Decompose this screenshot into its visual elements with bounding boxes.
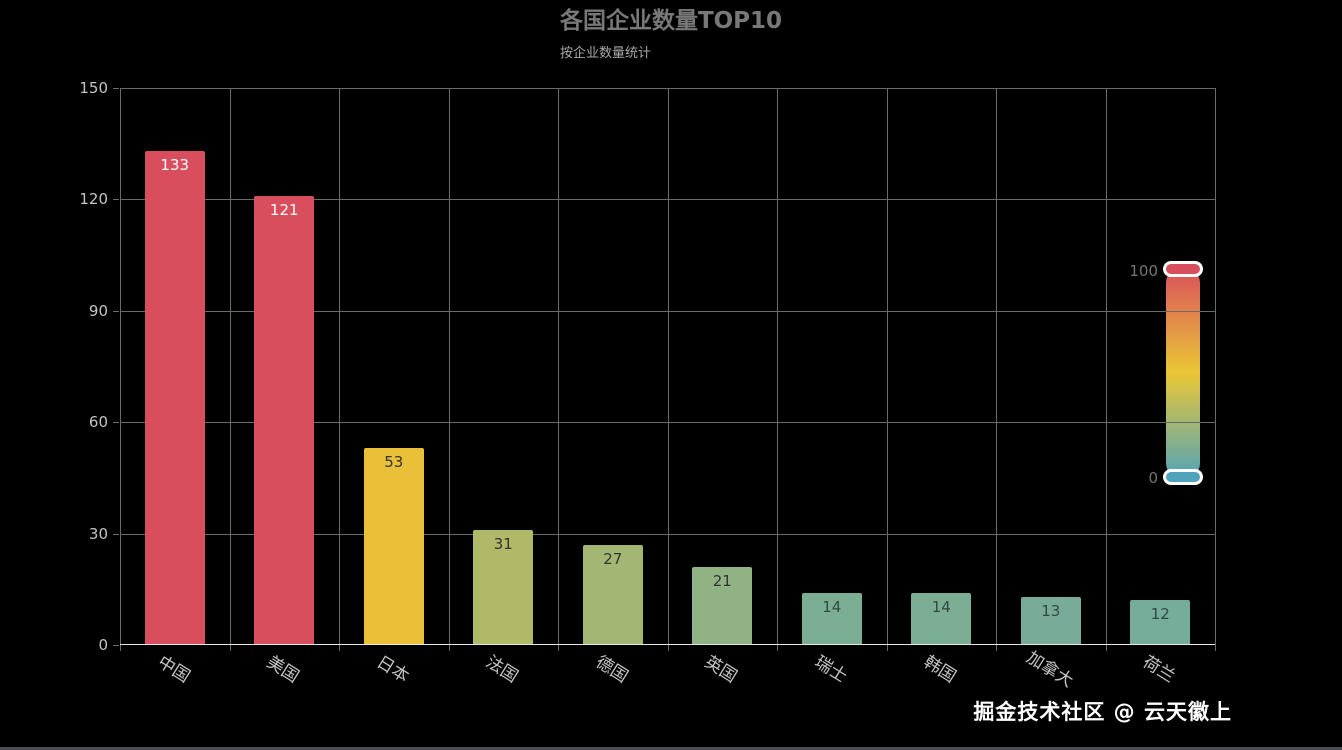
x-axis-label-text: 韩国 <box>920 652 960 688</box>
bar-value-label: 12 <box>1150 605 1170 624</box>
gridline-vertical <box>996 88 997 645</box>
visualmap-min-label: 0 <box>1148 469 1158 487</box>
x-axis-tick <box>558 645 559 651</box>
gridline-vertical <box>448 88 450 645</box>
bar-value-label: 133 <box>160 156 190 175</box>
chart-title: 各国企业数量TOP10 <box>559 8 783 34</box>
bar-中国[interactable]: 133 <box>144 151 205 645</box>
y-axis-label: 60 <box>88 413 108 432</box>
bar-荷兰[interactable]: 12 <box>1130 600 1191 645</box>
x-axis-line <box>120 644 1215 645</box>
x-axis-label-text: 瑞士 <box>810 652 851 688</box>
bar-value-label: 14 <box>822 598 842 617</box>
bar-value-label: 14 <box>931 598 951 617</box>
bar-value-label: 121 <box>269 200 299 219</box>
y-axis-label: 120 <box>79 190 108 209</box>
gridline-vertical <box>339 88 340 645</box>
x-axis-label-text: 德国 <box>591 652 632 688</box>
gridline-horizontal <box>120 533 1215 535</box>
title-block: 各国企业数量TOP10 按企业数量统计 <box>560 8 782 61</box>
x-axis-tick <box>229 645 231 651</box>
y-axis: 0 30 60 90 120 150 <box>0 79 120 654</box>
visual-map: 100 0 <box>1118 258 1233 492</box>
x-axis-label-text: 法国 <box>482 652 522 688</box>
y-axis-tick <box>113 533 119 535</box>
bar-value-label: 13 <box>1041 601 1061 620</box>
bar-加拿大[interactable]: 13 <box>1020 596 1081 645</box>
x-axis-label-text: 美国 <box>263 652 303 688</box>
bar-瑞士[interactable]: 14 <box>801 593 862 645</box>
x-axis-tick <box>120 645 121 651</box>
x-axis-tick <box>1105 645 1107 651</box>
gridline-horizontal <box>120 310 1215 312</box>
gridline-horizontal <box>120 422 1215 424</box>
y-axis-label: 90 <box>88 301 108 320</box>
watermark-text: 掘金技术社区 @ 云天徽上 <box>973 700 1232 724</box>
x-axis-tick <box>339 645 340 651</box>
x-axis-tick <box>777 645 778 651</box>
bar-value-label: 27 <box>603 549 623 568</box>
x-axis-tick <box>1215 645 1216 651</box>
bar-日本[interactable]: 53 <box>363 448 424 645</box>
gridline-vertical <box>229 88 231 645</box>
gridline-vertical <box>667 88 669 645</box>
visualmap-high-handle[interactable] <box>1163 261 1203 277</box>
x-axis-tick <box>667 645 669 651</box>
bar-英国[interactable]: 21 <box>692 567 753 645</box>
y-axis-tick <box>113 310 119 312</box>
bar-value-label: 21 <box>712 572 732 591</box>
x-axis-tick <box>996 645 997 651</box>
x-axis-label-text: 英国 <box>701 652 741 688</box>
gridline-horizontal <box>120 199 1215 201</box>
y-axis-tick <box>113 199 119 201</box>
y-axis-tick <box>113 422 119 424</box>
y-axis-tick <box>113 88 119 89</box>
visualmap-max-label: 100 <box>1129 262 1158 280</box>
plot-area: 133 121 53 31 27 21 14 14 13 12 <box>120 88 1216 651</box>
bottom-edge-strip <box>0 747 1342 750</box>
visualmap-gradient-bar[interactable] <box>1163 261 1203 485</box>
gridline-horizontal <box>120 88 1215 89</box>
x-axis-label-text: 中国 <box>153 652 194 688</box>
bar-value-label: 31 <box>493 534 513 553</box>
x-axis-label-text: 加拿大 <box>1022 647 1077 692</box>
gridline-vertical <box>120 88 121 645</box>
gridline-vertical <box>1215 88 1216 645</box>
y-axis-tick <box>113 645 119 646</box>
bar-韩国[interactable]: 14 <box>911 593 972 645</box>
y-axis-label: 150 <box>79 79 108 97</box>
chart-subtitle: 按企业数量统计 <box>559 46 651 61</box>
x-axis-label-text: 日本 <box>372 652 413 688</box>
gridline-vertical <box>886 88 888 645</box>
y-axis-label: 30 <box>88 524 108 543</box>
bar-美国[interactable]: 121 <box>254 195 315 645</box>
bar-法国[interactable]: 31 <box>473 529 534 645</box>
x-axis-tick <box>886 645 888 651</box>
x-axis-label-text: 荷兰 <box>1139 652 1179 688</box>
x-axis-tick <box>448 645 450 651</box>
bar-value-label: 53 <box>384 453 404 472</box>
bar-德国[interactable]: 27 <box>582 544 643 645</box>
visualmap-low-handle[interactable] <box>1163 469 1203 485</box>
gridline-vertical <box>777 88 778 645</box>
gridline-vertical <box>558 88 559 645</box>
gridline-vertical <box>1105 88 1107 645</box>
y-axis-label: 0 <box>98 636 108 654</box>
